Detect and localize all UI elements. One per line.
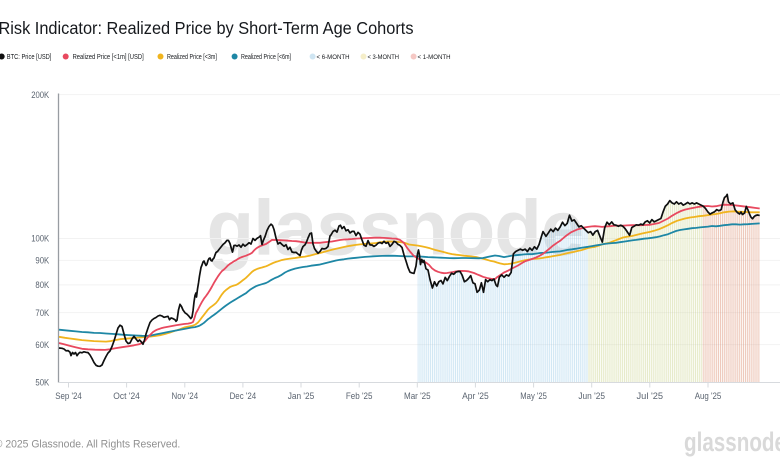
svg-text:Feb '25: Feb '25 [346,391,373,401]
svg-text:70K: 70K [35,308,50,318]
svg-text:80K: 80K [35,280,50,290]
svg-text:May '25: May '25 [520,391,547,401]
svg-text:BTC: Price [USD]: BTC: Price [USD] [7,52,52,61]
svg-text:© 2025 Glassnode. All Rights R: © 2025 Glassnode. All Rights Reserved. [0,438,180,450]
svg-text:Apr '25: Apr '25 [462,391,489,401]
svg-text:glassnode: glassnode [684,427,780,457]
svg-text:200K: 200K [31,90,50,100]
svg-text:< 3-MONTH: < 3-MONTH [368,54,400,61]
svg-text:90K: 90K [35,256,50,266]
svg-text:Risk Indicator: Realized Price: Risk Indicator: Realized Price by Short-… [0,18,414,38]
svg-text:Jun '25: Jun '25 [578,391,605,401]
svg-text:Oct '24: Oct '24 [113,391,140,401]
svg-text:< 6-MONTH: < 6-MONTH [317,54,350,61]
svg-text:Dec '24: Dec '24 [230,391,257,401]
svg-text:Nov '24: Nov '24 [172,391,199,401]
svg-text:Realized Price [<3m]: Realized Price [<3m] [167,52,217,61]
svg-text:100K: 100K [31,234,50,244]
svg-text:Aug '25: Aug '25 [695,391,722,401]
svg-text:50K: 50K [35,377,50,387]
svg-text:Realized Price [<6m]: Realized Price [<6m] [241,52,291,61]
svg-text:60K: 60K [35,340,50,350]
svg-text:Mar '25: Mar '25 [404,391,431,401]
svg-text:Realized Price [<1m] [USD]: Realized Price [<1m] [USD] [73,52,144,61]
svg-text:Jan '25: Jan '25 [288,391,315,401]
svg-text:Jul '25: Jul '25 [637,391,664,401]
svg-text:Sep '24: Sep '24 [55,391,82,401]
svg-text:< 1-MONTH: < 1-MONTH [418,54,451,61]
